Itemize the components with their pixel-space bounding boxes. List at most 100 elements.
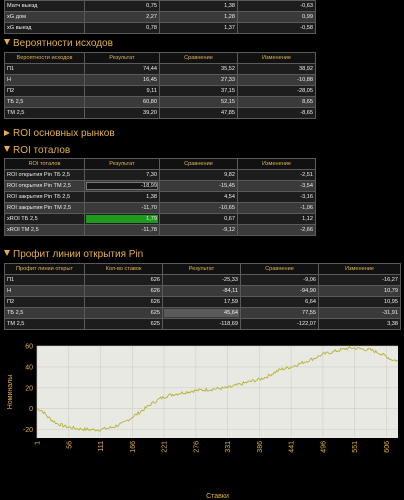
column-header[interactable]: Изменение (237, 52, 316, 64)
table-row[interactable]: П2 9,11 37,15 -28,05 (4, 85, 316, 97)
table-row[interactable]: П1 74,44 35,52 38,92 (4, 63, 316, 75)
expand-triangle-icon[interactable] (4, 130, 10, 136)
cell-compare: 1,38 (159, 0, 238, 12)
cell-text: 38,92 (299, 66, 313, 72)
table-row[interactable]: ROI открытия Pin ТБ 2,5 7,30 9,82 -2,51 (4, 169, 316, 181)
cell-text: ROI закрытия Pin ТМ 2,5 (7, 205, 72, 211)
cell-text: -9,06 (303, 277, 316, 283)
cell-change: -2,66 (237, 224, 316, 236)
collapse-triangle-icon[interactable] (4, 39, 10, 45)
plot-area (37, 346, 398, 438)
cell-label: xG дом (4, 11, 85, 23)
table-row[interactable]: ТБ 2,5 60,80 52,15 8,65 (4, 96, 316, 108)
table-row[interactable]: ROI открытия Pin ТМ 2,5 -18,99 -15,45 -3,54 (4, 180, 316, 192)
series-line (36, 345, 399, 432)
cell-label: ROI закрытия Pin ТМ 2,5 (4, 202, 85, 214)
table-row[interactable]: ROI закрытия Pin ТБ 2,5 1,38 4,54 -3,16 (4, 191, 316, 203)
section-roi-totals-header[interactable]: ROI тоталов (4, 144, 70, 157)
value-bar (86, 215, 158, 223)
table-row[interactable]: xG выезд 0,78 1,37 -0,58 (4, 22, 316, 34)
cell-text: -118,69 (219, 321, 238, 327)
column-header[interactable]: ROI тоталов (4, 158, 85, 170)
cell-change: 0,99 (237, 11, 316, 23)
table-row[interactable]: П1 626 -25,33 -9,06 -16,27 (4, 274, 401, 286)
cell-result: -118,69 (162, 318, 241, 330)
x-tick-label: 56 (66, 441, 73, 449)
y-axis-label: Номиналы (7, 375, 14, 410)
cell-text: ROI закрытия Pin ТБ 2,5 (7, 194, 71, 200)
table-row[interactable]: ТМ 2,5 625 -118,69 -122,07 3,38 (4, 318, 401, 330)
cell-text: -3,54 (300, 183, 313, 189)
table-row[interactable]: ROI закрытия Pin ТМ 2,5 -11,70 -10,65 -1,06 (4, 202, 316, 214)
cell-text: -11,70 (141, 205, 157, 211)
cell-compare: 37,15 (159, 85, 238, 97)
cell-text: 47,85 (221, 110, 235, 116)
cell-text: Н (7, 288, 12, 294)
cell-text: -9,12 (222, 227, 235, 233)
cell-text: -2,51 (300, 172, 313, 178)
cell-compare: 77,55 (240, 307, 319, 319)
cell-change: 10,95 (318, 296, 401, 308)
x-tick-label: 551 (352, 441, 359, 453)
profit-table: Профит линии открыт Кол-во ставок Результа… (4, 263, 401, 330)
column-header[interactable]: Результат (84, 158, 160, 170)
cell-text: -84,11 (222, 288, 238, 294)
x-tick-label: 331 (225, 441, 232, 453)
cell-label: ROI открытия Pin ТМ 2,5 (4, 180, 85, 192)
y-tick-label: 60 (25, 344, 33, 351)
cell-change: -0,63 (237, 0, 316, 12)
cell-text: 10,95 (384, 299, 398, 305)
x-axis-label: Ставки (206, 493, 229, 500)
section-outcomes-header[interactable]: Вероятности исходов (4, 37, 113, 50)
cell-change: -10,88 (237, 74, 316, 86)
column-header[interactable]: Сравнение (159, 52, 238, 64)
column-header[interactable]: Изменение (318, 263, 401, 275)
table-row[interactable]: П2 626 17,59 6,64 10,95 (4, 296, 401, 308)
cell-label: ROI закрытия Pin ТБ 2,5 (4, 191, 85, 203)
cell-result: 1,79 (84, 213, 160, 225)
x-tick-label: 496 (320, 441, 327, 453)
column-header[interactable]: Сравнение (240, 263, 319, 275)
cell-label: Н (4, 74, 85, 86)
column-header[interactable]: Профит линии открыт (4, 263, 85, 275)
table-row[interactable]: xROI ТМ 2,5 -11,78 -9,12 -2,66 (4, 224, 316, 236)
cell-text: 10,79 (384, 288, 398, 294)
table-row[interactable]: ТБ 2,5 625 45,64 77,55 -31,91 (4, 307, 401, 319)
cell-compare: 35,52 (159, 63, 238, 75)
cell-label: ТМ 2,5 (4, 318, 85, 330)
cell-text: 7,30 (146, 172, 157, 178)
x-tick-label: 166 (130, 441, 137, 453)
column-header[interactable]: Вероятности исходов (4, 52, 85, 64)
column-header[interactable]: Результат (162, 263, 241, 275)
table-row[interactable]: Н 16,45 27,33 -10,88 (4, 74, 316, 86)
table-row[interactable]: xROI ТБ 2,5 1,79 0,67 1,12 (4, 213, 316, 225)
cell-result: 9,11 (84, 85, 160, 97)
table-row[interactable]: Матч выезд 0,75 1,38 -0,63 (4, 0, 316, 12)
cell-change: -1,06 (237, 202, 316, 214)
cell-text: 52,15 (221, 99, 235, 105)
cell-text: xROI ТБ 2,5 (7, 216, 38, 222)
column-header[interactable]: Результат (84, 52, 160, 64)
cell-text: ROI открытия Pin ТБ 2,5 (7, 172, 70, 178)
section-roi-main-header[interactable]: ROI основных рынков (4, 127, 115, 140)
x-tick-label: 111 (98, 441, 105, 452)
cell-text: ROI открытия Pin ТМ 2,5 (7, 183, 71, 189)
column-header[interactable]: Кол-во ставок (84, 263, 163, 275)
collapse-triangle-icon[interactable] (4, 146, 10, 152)
x-tick-label: 221 (162, 441, 169, 453)
cell-text: xROI ТМ 2,5 (7, 227, 39, 233)
cell-text: 16,45 (143, 77, 157, 83)
cell-result: 74,44 (84, 63, 160, 75)
cell-text: 1,79 (146, 216, 157, 222)
section-profit-header[interactable]: Профит линии открытия Pin (4, 248, 143, 261)
table-row[interactable]: xG дом 2,27 1,28 0,99 (4, 11, 316, 23)
cell-compare: 0,67 (159, 213, 238, 225)
collapse-triangle-icon[interactable] (4, 250, 10, 256)
table-row[interactable]: ТМ 2,5 39,20 47,85 -8,65 (4, 107, 316, 119)
cell-text: 39,20 (143, 110, 157, 116)
cell-bets: 626 (84, 285, 163, 297)
table-row[interactable]: Н 626 -84,11 -94,90 10,79 (4, 285, 401, 297)
column-header[interactable]: Изменение (237, 158, 316, 170)
column-header[interactable]: Сравнение (159, 158, 238, 170)
cell-result: -25,33 (162, 274, 241, 286)
